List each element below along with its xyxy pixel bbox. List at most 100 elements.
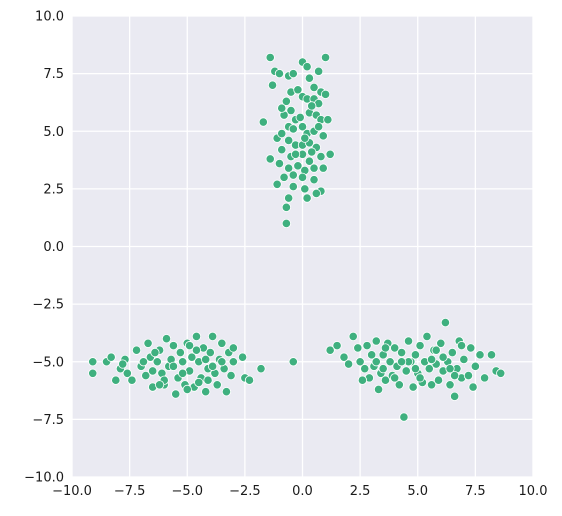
y-tick-label: 7.5 — [43, 67, 64, 82]
data-point — [307, 147, 317, 157]
y-tick-label: −5.0 — [32, 355, 64, 370]
data-point — [325, 345, 335, 355]
data-point — [415, 341, 425, 351]
data-point — [265, 52, 275, 63]
data-point — [203, 375, 213, 385]
data-point — [318, 163, 328, 173]
data-point — [357, 375, 368, 385]
data-point — [438, 352, 448, 362]
data-point — [323, 115, 333, 125]
data-point — [394, 380, 404, 390]
data-point — [378, 364, 388, 374]
data-point — [450, 370, 460, 381]
data-point — [360, 364, 370, 374]
data-point — [311, 188, 321, 199]
data-point — [450, 391, 460, 401]
data-point — [486, 350, 497, 360]
data-point — [348, 331, 358, 341]
data-point — [288, 69, 298, 79]
data-point — [217, 357, 227, 367]
data-point — [88, 368, 98, 378]
data-point — [201, 354, 211, 365]
y-tick-label: 5.0 — [43, 125, 64, 140]
data-point — [194, 377, 204, 388]
data-point — [284, 163, 294, 173]
data-point — [290, 149, 301, 159]
data-point — [293, 85, 303, 95]
x-tick-label: −5.0 — [171, 484, 203, 499]
y-tick-label: −7.5 — [32, 413, 64, 428]
data-point — [302, 193, 312, 203]
data-point — [178, 357, 188, 367]
data-point — [182, 384, 192, 395]
data-point — [426, 380, 437, 390]
data-point — [152, 357, 162, 367]
x-tick-label: 7.5 — [465, 484, 486, 499]
data-point — [440, 317, 451, 328]
data-point — [244, 375, 255, 385]
data-point — [401, 366, 411, 376]
data-point — [191, 345, 202, 355]
x-tick-label: −10.0 — [52, 484, 92, 499]
y-tick-label: −2.5 — [32, 298, 64, 313]
data-point — [343, 359, 354, 369]
data-point — [277, 145, 287, 155]
data-point — [307, 101, 317, 111]
data-point — [226, 370, 236, 381]
data-point — [284, 193, 294, 203]
data-point — [277, 128, 287, 139]
data-point — [426, 354, 437, 365]
data-point — [314, 66, 324, 76]
y-axis-ticks: −10.0 −7.5 −5.0 −2.5 0.0 2.5 5.0 7.5 10.0 — [24, 10, 64, 486]
data-point — [304, 156, 315, 166]
data-point — [380, 375, 391, 385]
data-point — [380, 343, 391, 353]
data-point — [445, 364, 455, 374]
data-point — [297, 122, 308, 132]
data-point — [436, 338, 446, 348]
data-point — [302, 62, 312, 72]
data-point — [433, 375, 444, 385]
data-point — [205, 347, 215, 358]
data-point — [373, 384, 384, 395]
data-point — [385, 357, 395, 367]
data-point — [187, 352, 197, 362]
data-point — [300, 133, 310, 143]
data-point — [279, 172, 289, 182]
data-point — [127, 375, 137, 385]
data-point — [367, 350, 377, 360]
x-tick-label: 10.0 — [519, 484, 548, 499]
data-point — [431, 345, 441, 355]
data-point — [111, 375, 121, 385]
data-point — [293, 161, 303, 171]
data-point — [272, 179, 282, 189]
data-point — [281, 96, 291, 106]
data-point — [288, 170, 298, 180]
data-point — [397, 347, 407, 358]
data-point — [355, 357, 365, 367]
data-point — [228, 343, 238, 353]
x-tick-label: 2.5 — [350, 484, 371, 499]
data-point — [468, 382, 478, 392]
x-tick-label: 5.0 — [407, 484, 428, 499]
x-tick-label: −7.5 — [114, 484, 146, 499]
x-axis-ticks: −10.0 −7.5 −5.0 −2.5 0.0 2.5 5.0 7.5 10.0 — [52, 484, 547, 499]
x-tick-label: −2.5 — [229, 484, 261, 499]
data-point — [410, 364, 421, 374]
data-point — [422, 331, 432, 341]
data-point — [309, 163, 319, 173]
data-point — [316, 152, 326, 162]
data-point — [131, 345, 142, 355]
data-point — [325, 149, 335, 159]
data-point — [228, 357, 238, 367]
data-point — [118, 359, 128, 369]
data-point — [320, 52, 331, 63]
data-point — [168, 341, 179, 351]
data-point — [284, 135, 294, 146]
data-point — [397, 357, 407, 367]
data-point — [178, 368, 188, 378]
data-point — [106, 352, 116, 362]
data-point — [267, 80, 278, 90]
data-point — [175, 347, 185, 358]
y-tick-label: 10.0 — [35, 10, 64, 25]
